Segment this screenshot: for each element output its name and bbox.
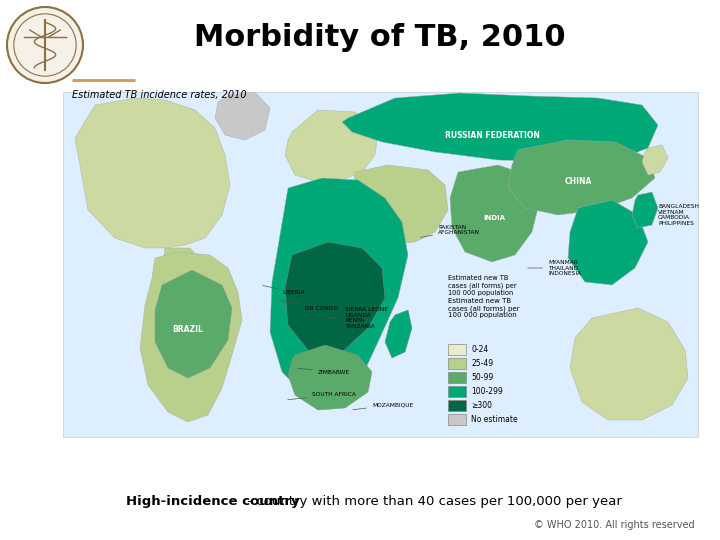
Text: Estimated new TB
cases (all forms) per
100 000 population: Estimated new TB cases (all forms) per 1… <box>448 275 517 296</box>
Text: LIBERIA: LIBERIA <box>263 286 305 294</box>
Polygon shape <box>570 308 688 420</box>
Text: Estimated new TB
cases (all forms) per
100 000 population: Estimated new TB cases (all forms) per 1… <box>448 298 520 319</box>
Text: SOUTH AFRICA: SOUTH AFRICA <box>288 393 356 400</box>
Text: MYANMAR
THAILAND
INDONESIA: MYANMAR THAILAND INDONESIA <box>528 260 581 276</box>
Text: BRAZIL: BRAZIL <box>173 326 204 334</box>
Polygon shape <box>642 145 668 175</box>
Text: 50-99: 50-99 <box>471 373 493 382</box>
Polygon shape <box>385 310 412 358</box>
Text: © WHO 2010. All rights reserved: © WHO 2010. All rights reserved <box>534 520 695 530</box>
Text: 0-24: 0-24 <box>471 345 488 354</box>
Polygon shape <box>568 200 648 285</box>
Text: ≥300: ≥300 <box>471 401 492 410</box>
Polygon shape <box>215 92 270 140</box>
Bar <box>448 414 466 425</box>
Circle shape <box>7 7 83 83</box>
Polygon shape <box>285 110 378 182</box>
Text: DR CONGO: DR CONGO <box>281 300 338 310</box>
Polygon shape <box>75 98 230 248</box>
Text: BANGLADESH
VIETNAM
CAMBODIA
PHILIPPINES: BANGLADESH VIETNAM CAMBODIA PHILIPPINES <box>650 204 699 226</box>
Text: Estimated TB incidence rates, 2010: Estimated TB incidence rates, 2010 <box>72 90 247 100</box>
Bar <box>63 92 698 437</box>
Bar <box>448 400 466 411</box>
Text: INDIA: INDIA <box>483 215 505 221</box>
Polygon shape <box>155 270 232 378</box>
Bar <box>448 344 466 355</box>
Polygon shape <box>288 345 372 410</box>
Text: CHINA: CHINA <box>564 178 592 186</box>
Text: No estimate: No estimate <box>471 415 518 424</box>
Polygon shape <box>162 248 205 290</box>
Text: Morbidity of TB, 2010: Morbidity of TB, 2010 <box>194 24 566 52</box>
Polygon shape <box>140 252 242 422</box>
Text: - country with more than 40 cases per 100,000 per year: - country with more than 40 cases per 10… <box>243 495 622 508</box>
Text: High-incidence country: High-incidence country <box>126 495 300 508</box>
Text: 100-299: 100-299 <box>471 387 503 396</box>
Polygon shape <box>632 192 658 228</box>
Polygon shape <box>285 242 385 355</box>
Text: SIERRA LEONE
UGANDA
KENYA
TANZANIA: SIERRA LEONE UGANDA KENYA TANZANIA <box>325 307 388 329</box>
Text: MOZAMBIQUE: MOZAMBIQUE <box>353 402 413 410</box>
Polygon shape <box>352 165 448 245</box>
Bar <box>448 358 466 369</box>
Text: RUSSIAN FEDERATION: RUSSIAN FEDERATION <box>444 131 539 139</box>
Polygon shape <box>450 165 540 262</box>
Text: 25-49: 25-49 <box>471 359 493 368</box>
Text: PAKISTAN
AFGHANISTAN: PAKISTAN AFGHANISTAN <box>420 225 480 238</box>
Bar <box>448 372 466 383</box>
Polygon shape <box>342 93 658 162</box>
Text: ZIMBABWE: ZIMBABWE <box>298 368 350 375</box>
Polygon shape <box>270 178 408 402</box>
Polygon shape <box>508 140 655 215</box>
Bar <box>448 386 466 397</box>
